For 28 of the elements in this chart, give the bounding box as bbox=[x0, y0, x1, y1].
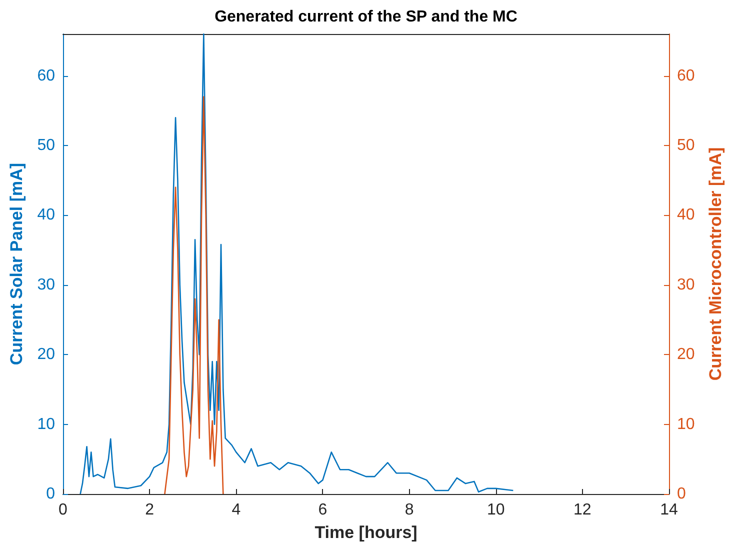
x-tick-label: 2 bbox=[145, 502, 154, 518]
y2-tick-label: 30 bbox=[677, 276, 695, 294]
y2-tick-label: 50 bbox=[677, 137, 695, 154]
x-tick-label: 12 bbox=[574, 502, 592, 518]
x-tick-label: 0 bbox=[58, 502, 68, 518]
x-tick-label: 14 bbox=[660, 502, 678, 518]
x-tick-label: 8 bbox=[404, 502, 414, 518]
y2-tick-label: 60 bbox=[677, 67, 695, 84]
chart-title: Generated current of the SP and the MC bbox=[214, 8, 518, 26]
x-tick-label: 4 bbox=[232, 502, 241, 518]
y-axis-title: Current Solar Panel [mA] bbox=[7, 162, 26, 366]
y2-tick-label: 20 bbox=[677, 346, 695, 364]
y-tick-label: 0 bbox=[46, 486, 56, 502]
y-tick-label: 60 bbox=[37, 67, 56, 84]
y-tick-label: 40 bbox=[37, 206, 56, 224]
y2-tick-label: 0 bbox=[677, 486, 686, 502]
y2-tick-label: 10 bbox=[677, 416, 695, 433]
y-tick-label: 50 bbox=[37, 137, 56, 154]
y2-axis-title: Current Microcontroller [mA] bbox=[706, 147, 725, 381]
x-tick-label: 10 bbox=[486, 502, 505, 518]
x-axis-title: Time [hours] bbox=[314, 523, 418, 542]
y2-tick-label: 40 bbox=[677, 206, 695, 224]
line-series bbox=[164, 96, 224, 495]
y-tick-label: 10 bbox=[37, 416, 56, 433]
line-series bbox=[80, 33, 514, 495]
y-tick-label: 20 bbox=[37, 346, 56, 364]
y-tick-label: 30 bbox=[37, 276, 56, 294]
x-tick-label: 6 bbox=[318, 502, 328, 518]
